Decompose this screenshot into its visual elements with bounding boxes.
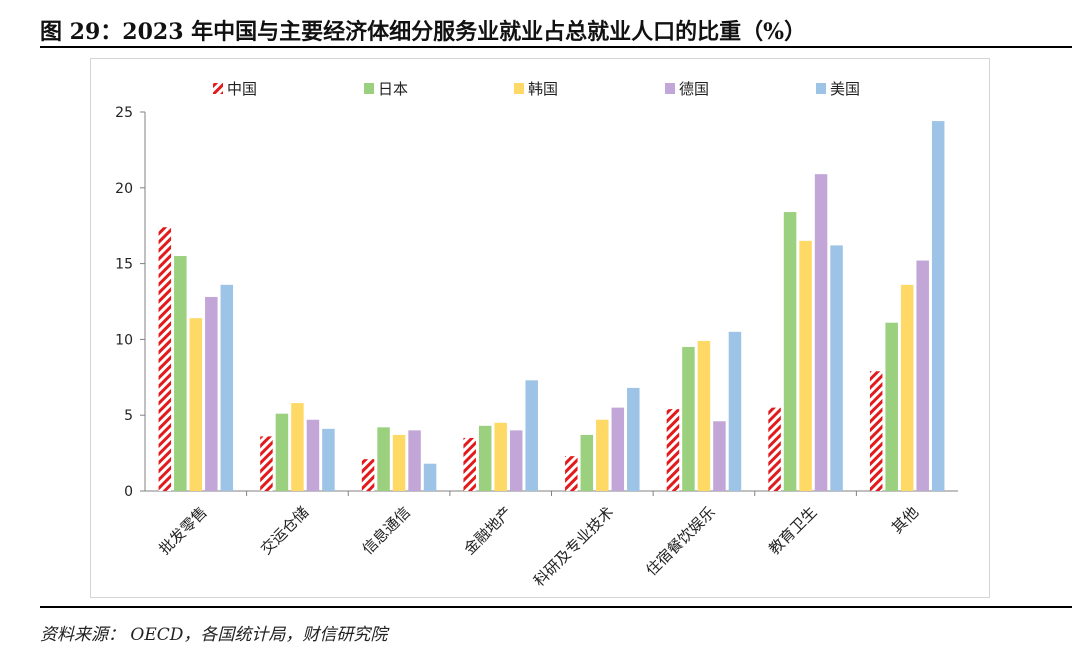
x-tick-label: 金融地产 — [460, 503, 515, 558]
bar — [189, 318, 203, 491]
y-tick-label: 5 — [124, 408, 133, 424]
bar — [494, 422, 507, 491]
bar — [565, 456, 578, 491]
bar — [768, 407, 781, 491]
bar — [697, 340, 711, 491]
x-tick-label: 其他 — [888, 503, 922, 537]
x-tick-label: 教育卫生 — [765, 503, 820, 558]
legend-label: 德国 — [679, 80, 709, 98]
y-tick-label: 0 — [124, 484, 133, 500]
legend-swatch — [213, 83, 223, 94]
bar — [931, 121, 945, 491]
x-tick-label: 科研及专业技术 — [530, 503, 617, 590]
bar — [291, 403, 304, 491]
bar — [306, 419, 320, 491]
bar — [666, 409, 680, 491]
bar — [611, 407, 625, 491]
bar — [900, 284, 914, 491]
bar — [596, 419, 609, 491]
bar — [627, 387, 640, 491]
bar — [260, 436, 273, 491]
bar — [830, 245, 843, 491]
bars — [158, 121, 945, 491]
source-note: 资料来源： OECD，各国统计局，财信研究院 — [40, 625, 388, 645]
legend-swatch — [364, 83, 374, 94]
bar — [869, 371, 883, 491]
title-rule — [40, 46, 1072, 48]
x-tick-label: 交运仓储 — [257, 503, 312, 558]
legend-label: 美国 — [830, 80, 860, 98]
bar — [728, 331, 742, 491]
bar — [174, 256, 187, 491]
bar — [361, 459, 375, 491]
legend-label: 日本 — [378, 80, 408, 98]
bar — [205, 296, 218, 491]
bar — [814, 174, 828, 491]
bar — [509, 430, 523, 491]
bar — [220, 284, 234, 491]
legend: 中国 日本 韩国 德国 美国 — [213, 80, 860, 98]
x-tick-label: 信息通信 — [359, 503, 414, 558]
bar — [580, 434, 594, 491]
bar — [478, 425, 492, 491]
legend-swatch — [665, 83, 675, 94]
bar — [799, 240, 812, 491]
bar — [392, 434, 406, 491]
bar — [423, 463, 437, 491]
x-tick-label: 批发零售 — [155, 503, 210, 558]
bar — [525, 380, 538, 491]
legend-label: 韩国 — [528, 80, 558, 98]
y-tick-label: 10 — [115, 332, 133, 348]
bar — [275, 413, 289, 491]
bar — [377, 427, 390, 491]
bar — [885, 322, 898, 491]
y-tick-label: 25 — [115, 105, 133, 121]
legend-swatch — [514, 83, 524, 94]
source-rule — [40, 606, 1072, 608]
x-tick-label: 住宿餐饮娱乐 — [642, 503, 718, 579]
bar — [408, 430, 421, 491]
y-tick-label: 20 — [115, 181, 133, 197]
figure-title: 图 29：2023 年中国与主要经济体细分服务业就业占总就业人口的比重（%） — [40, 19, 807, 45]
bar — [783, 212, 797, 491]
bar — [682, 346, 695, 491]
bar — [713, 421, 726, 491]
legend-label: 中国 — [227, 80, 257, 98]
bar — [322, 428, 335, 491]
bar — [916, 260, 929, 491]
y-tick-label: 15 — [115, 257, 133, 273]
legend-swatch — [816, 83, 826, 94]
chart-frame — [90, 58, 990, 598]
bar — [463, 437, 476, 491]
bar — [158, 227, 172, 491]
